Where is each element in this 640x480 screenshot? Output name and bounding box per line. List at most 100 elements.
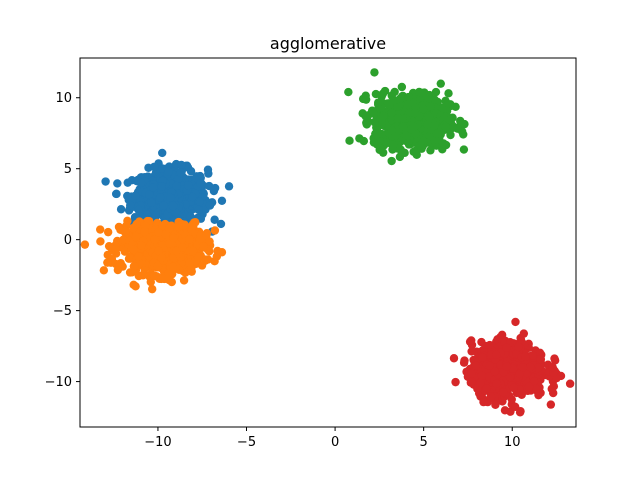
data-point [374,98,383,107]
data-point [369,138,379,147]
data-point [157,182,167,191]
data-point [565,379,575,388]
data-point [210,226,220,235]
data-point [177,160,186,170]
data-point [151,210,160,220]
data-point [148,183,158,192]
data-point [467,347,476,356]
data-point [80,240,90,249]
data-point [185,258,194,268]
data-point [157,164,167,173]
data-point [150,271,159,280]
data-point [439,139,448,148]
data-point [424,112,434,122]
x-tick-label: 5 [420,435,428,450]
x-tick-label: −10 [144,435,171,450]
data-point [371,89,381,99]
data-point [136,178,146,187]
data-point [130,262,139,271]
data-point [476,378,485,387]
data-point [410,108,419,118]
data-point [419,104,428,114]
y-tick-label: 5 [64,162,72,177]
data-point [166,193,175,202]
data-point [154,228,163,237]
data-point [449,354,459,363]
data-point [120,247,130,256]
data-point [528,351,538,360]
data-point [111,245,120,254]
data-point [104,241,114,251]
data-point [518,363,528,372]
data-point [111,189,121,199]
data-point [511,317,520,327]
data-point [514,342,523,352]
data-point [424,93,434,103]
data-point [209,186,219,196]
data-point [387,156,396,166]
data-point [524,382,534,392]
data-point [134,205,143,215]
data-point [158,148,167,158]
data-point [492,350,501,360]
data-point [116,205,126,214]
data-point [172,246,181,256]
data-point [395,152,405,162]
data-point [172,181,181,191]
data-point [344,87,353,97]
data-point [355,134,364,143]
data-point [158,221,168,231]
data-point [132,219,141,229]
data-point [387,126,396,135]
data-point [466,378,476,387]
data-point [451,377,460,387]
data-point [205,237,214,246]
data-point [426,102,435,111]
data-point [154,246,163,256]
data-point [156,193,165,202]
data-point [451,102,460,111]
data-point [178,242,187,252]
data-point [361,111,370,121]
data-point [502,362,512,371]
data-point [126,201,135,210]
data-point [164,239,174,248]
data-point [478,353,487,362]
data-point [345,136,354,145]
data-point [118,235,128,245]
data-point [185,235,194,244]
data-point [199,242,208,251]
data-point [224,182,234,191]
data-point [509,383,518,393]
data-point [389,140,398,150]
data-point [406,125,416,134]
x-tick-label: 0 [331,435,339,450]
data-point [176,168,186,178]
data-point [525,362,535,372]
data-point [486,392,496,402]
data-point [511,402,520,412]
data-point [164,268,173,278]
data-point [137,241,146,250]
y-tick-label: 0 [64,233,72,248]
data-point [459,145,469,154]
data-point [174,222,183,232]
data-point [168,201,178,211]
data-point [123,178,132,187]
data-point [186,167,196,176]
data-point [492,379,501,388]
data-point [367,106,377,115]
data-point [202,231,211,240]
data-point [188,246,198,256]
x-tick-label: 10 [504,435,521,450]
data-point [189,221,198,230]
data-point [423,120,432,129]
data-point [417,144,426,153]
data-point [441,122,450,132]
data-point [129,245,139,255]
data-point [397,82,407,92]
data-point [121,226,130,236]
data-point [131,232,141,241]
data-point [131,282,140,291]
data-point [131,191,140,200]
